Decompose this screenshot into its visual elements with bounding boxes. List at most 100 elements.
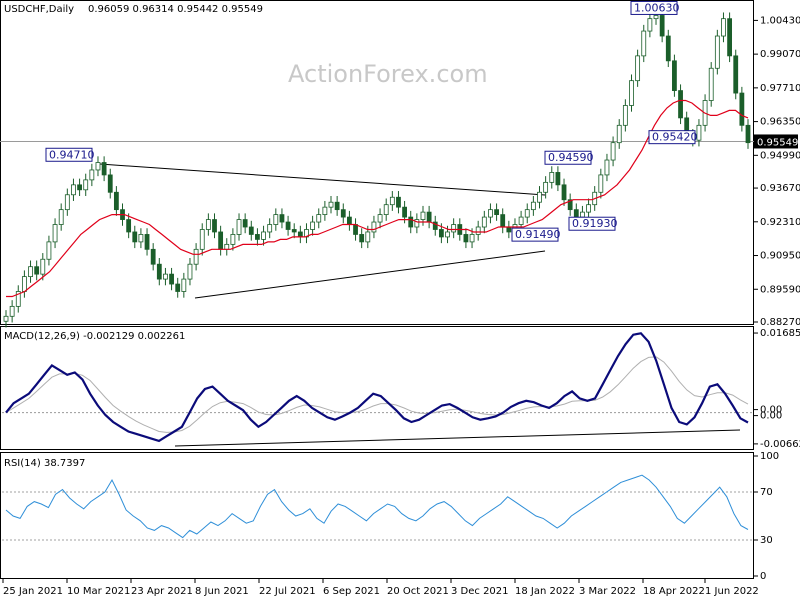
candle-body [322, 206, 328, 216]
annotation-box [45, 147, 93, 162]
candle [242, 213, 248, 234]
candle [205, 213, 211, 236]
x-tick-label: 3 Mar 2022 [579, 586, 636, 597]
candle-body [586, 204, 591, 213]
candle [635, 49, 641, 87]
candle [708, 62, 714, 107]
macd-line [5, 332, 749, 443]
candle-body [297, 231, 303, 238]
candle [678, 84, 683, 125]
candle [107, 168, 113, 199]
candle [616, 119, 622, 149]
candle [193, 243, 199, 271]
annotation: 0.91930 [568, 216, 618, 231]
candle-body [71, 184, 76, 196]
candle-body [83, 179, 89, 191]
candle [340, 203, 346, 224]
candle-body [52, 224, 58, 243]
candle [46, 235, 52, 266]
candle-body [3, 315, 9, 322]
candle-body [107, 174, 113, 193]
candle [156, 258, 162, 286]
candle-body [138, 234, 144, 243]
candle-body [678, 90, 683, 119]
price-tick-label: 0.99070 [760, 49, 800, 60]
annotation-box [630, 0, 678, 15]
rsi-tick-label: 30 [760, 535, 773, 546]
candle-body [469, 234, 475, 243]
candle-body [598, 174, 604, 193]
candle [273, 208, 279, 231]
candle [414, 213, 420, 234]
candle [488, 203, 493, 224]
price-tick-label: 0.92310 [760, 217, 800, 228]
macd-panel-frame [0, 326, 754, 450]
annotation: 0.91490 [511, 227, 561, 242]
annotation-label: 0.95420 [652, 131, 698, 144]
candle-body [334, 201, 340, 211]
candle-body [347, 216, 352, 225]
price-candles [3, 9, 751, 328]
candle [101, 156, 107, 182]
candle [199, 223, 205, 256]
x-tick-label: 18 Apr 2022 [643, 586, 705, 597]
candle-body [426, 211, 432, 223]
candle-body [414, 219, 420, 228]
candle-body [169, 273, 174, 285]
candle [604, 153, 610, 182]
current-price-label: 0.95549 [757, 137, 798, 148]
candle [745, 119, 751, 149]
candle-body [733, 55, 739, 94]
candle-body [573, 209, 579, 218]
candle-body [518, 216, 524, 225]
candle [138, 228, 144, 249]
annotation-box [511, 227, 559, 242]
candle-body [396, 196, 401, 208]
annotation: 0.95420 [648, 130, 698, 145]
candle-body [463, 234, 469, 243]
x-axis: 25 Jan 2021 10 Mar 2021 23 Apr 2021 8 Jun 2… [2, 578, 759, 597]
candle [236, 213, 242, 241]
candle-body [359, 234, 365, 243]
candle [377, 208, 383, 229]
candle [187, 258, 193, 286]
candle-body [353, 224, 358, 235]
candle [150, 243, 156, 271]
rsi-tick-label: 0 [760, 571, 766, 582]
candle-body [604, 159, 610, 176]
candle [721, 12, 726, 43]
candle [132, 225, 138, 249]
candle-body [21, 276, 27, 292]
candle-body [714, 35, 720, 69]
candle-body [555, 172, 561, 186]
candle [432, 215, 438, 236]
candle [285, 215, 291, 236]
candle [494, 203, 499, 221]
candle-body [150, 248, 156, 265]
candle [212, 213, 217, 239]
candle-body [371, 221, 377, 233]
macd-signal-line [5, 356, 749, 433]
candle-body [175, 283, 181, 292]
candle [727, 12, 733, 63]
macd-tick-label: 0.00 [760, 405, 782, 416]
candle-body [389, 196, 395, 206]
candle-body [500, 214, 506, 228]
candle [543, 176, 549, 199]
rsi-tick-label: 70 [760, 487, 773, 498]
x-tick-label: 10 Mar 2021 [67, 586, 130, 597]
candle [15, 285, 21, 313]
price-tick-label: 0.90950 [760, 251, 800, 262]
candle-body [647, 18, 653, 32]
candle-body [488, 209, 493, 218]
candle-body [230, 234, 236, 245]
candle [629, 74, 634, 112]
candle [647, 12, 653, 38]
candle-body [672, 60, 677, 91]
candle-body [610, 142, 616, 161]
price-annotations: 0.94710 0.94590 1.00630 0.95420 0.91490 0.919… [45, 0, 698, 242]
x-tick-label: 25 Jan 2021 [3, 586, 63, 597]
candle-body [365, 231, 371, 243]
candle-body [549, 172, 555, 183]
candle [328, 196, 334, 214]
